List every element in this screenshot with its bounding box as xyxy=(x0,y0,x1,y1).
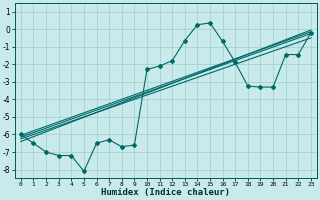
X-axis label: Humidex (Indice chaleur): Humidex (Indice chaleur) xyxy=(101,188,230,197)
